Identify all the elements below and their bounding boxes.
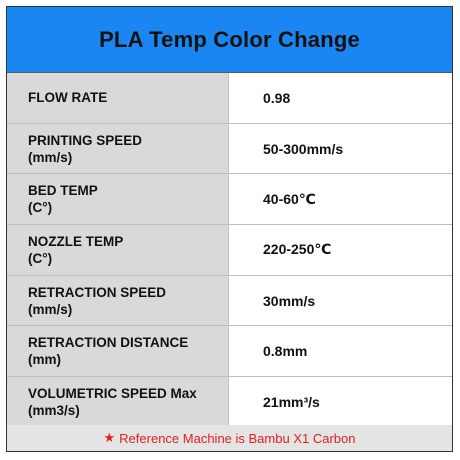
row-label-unit: (mm/s) — [28, 149, 73, 165]
row-label: RETRACTION SPEED (mm/s) — [7, 275, 229, 326]
table-row: RETRACTION SPEED (mm/s) 30mm/s — [7, 275, 452, 327]
star-icon: ★ — [103, 430, 116, 445]
row-label-main: RETRACTION DISTANCE — [28, 335, 189, 351]
row-label: PRINTING SPEED (mm/s) — [7, 123, 229, 174]
row-value: 21mm³/s — [229, 377, 452, 427]
row-label-main: RETRACTION SPEED — [28, 284, 167, 300]
row-label-main: NOZZLE TEMP — [28, 233, 124, 249]
row-label: VOLUMETRIC SPEED Max (mm3/s) — [7, 377, 229, 427]
row-value: 0.8mm — [229, 326, 452, 377]
spec-card: PLA Temp Color Change FLOW RATE 0.98 PRI… — [6, 6, 453, 452]
table-row: FLOW RATE 0.98 — [7, 73, 452, 124]
row-label: FLOW RATE — [7, 73, 229, 123]
row-value: 30mm/s — [229, 275, 452, 326]
row-value: 40-60℃ — [229, 174, 452, 225]
header-bar: PLA Temp Color Change — [7, 7, 452, 73]
page-title: PLA Temp Color Change — [99, 26, 360, 52]
table-row: NOZZLE TEMP (C°) 220-250℃ — [7, 225, 452, 276]
row-label-main: FLOW RATE — [28, 90, 108, 106]
table-row: PRINTING SPEED (mm/s) 50-300mm/s — [7, 123, 452, 175]
table-row: BED TEMP (C°) 40-60℃ — [7, 174, 452, 226]
table-row: VOLUMETRIC SPEED Max (mm3/s) 21mm³/s — [7, 377, 452, 428]
row-label-unit: (C°) — [28, 250, 53, 266]
row-value: 220-250℃ — [229, 225, 452, 275]
row-value: 0.98 — [229, 73, 452, 123]
footer-text: Reference Machine is Bambu X1 Carbon — [119, 430, 356, 446]
row-value: 50-300mm/s — [229, 123, 452, 174]
spec-table: FLOW RATE 0.98 PRINTING SPEED (mm/s) 50-… — [7, 73, 452, 428]
table-row: RETRACTION DISTANCE (mm) 0.8mm — [7, 326, 452, 378]
row-label-unit: (C°) — [28, 200, 53, 216]
row-label: NOZZLE TEMP (C°) — [7, 225, 229, 275]
row-label-unit: (mm3/s) — [28, 402, 80, 418]
footer-note: ★ Reference Machine is Bambu X1 Carbon — [7, 425, 452, 451]
row-label-main: VOLUMETRIC SPEED Max — [28, 385, 197, 401]
row-label-unit: (mm) — [28, 352, 61, 368]
row-label-unit: (mm/s) — [28, 301, 73, 317]
row-label: RETRACTION DISTANCE (mm) — [7, 326, 229, 377]
row-label-main: PRINTING SPEED — [28, 132, 143, 148]
row-label: BED TEMP (C°) — [7, 174, 229, 225]
row-label-main: BED TEMP — [28, 183, 98, 199]
